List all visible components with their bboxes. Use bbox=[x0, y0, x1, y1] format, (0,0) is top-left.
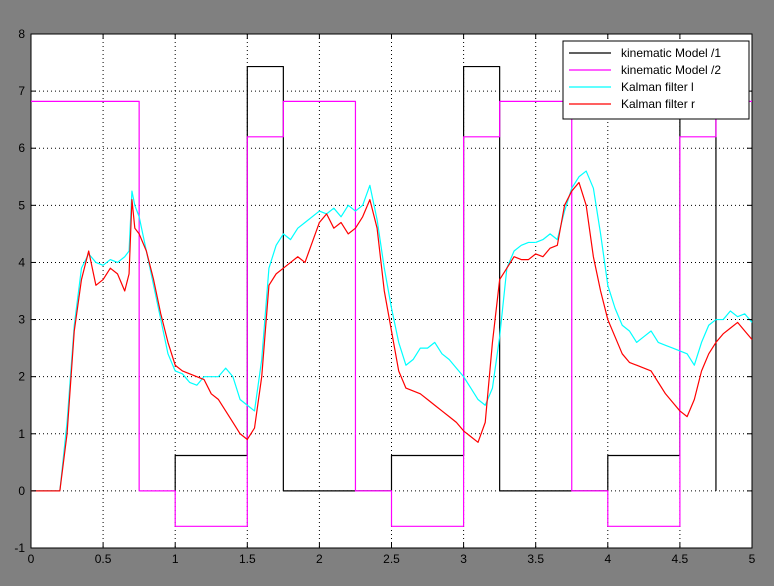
x-axis: 0 0.5 1 1.5 2 2.5 3 3.5 4 4.5 5 bbox=[28, 34, 756, 566]
legend-label: Kalman filter l bbox=[621, 80, 694, 94]
y-tick-label: 6 bbox=[18, 141, 25, 155]
y-tick-label: 2 bbox=[18, 370, 25, 384]
legend-box bbox=[562, 40, 750, 120]
x-tick-label: 3 bbox=[460, 552, 467, 566]
y-tick-label: -1 bbox=[14, 541, 25, 555]
x-tick-label: 4 bbox=[604, 552, 611, 566]
y-tick-label: 8 bbox=[18, 27, 25, 41]
x-tick-label: 0 bbox=[28, 552, 35, 566]
series-line-3 bbox=[31, 170, 753, 492]
x-tick-label: 1.5 bbox=[239, 552, 256, 566]
series-layer bbox=[31, 65, 753, 527]
series-line-2 bbox=[31, 100, 752, 527]
legend-label: kinematic Model /1 bbox=[621, 46, 721, 60]
series-line-4 bbox=[31, 181, 753, 492]
x-tick-label: 2.5 bbox=[383, 552, 400, 566]
y-tick-label: 7 bbox=[18, 84, 25, 98]
x-tick-label: 0.5 bbox=[95, 552, 112, 566]
y-tick-label: 3 bbox=[18, 313, 25, 327]
x-tick-label: 4.5 bbox=[672, 552, 689, 566]
y-tick-label: 1 bbox=[18, 427, 25, 441]
x-tick-label: 3.5 bbox=[527, 552, 544, 566]
x-tick-label: 2 bbox=[316, 552, 323, 566]
y-tick-label: 4 bbox=[18, 255, 25, 269]
y-axis: -1 0 1 2 3 4 5 6 7 8 bbox=[14, 27, 752, 555]
x-tick-label: 1 bbox=[172, 552, 179, 566]
legend: kinematic Model /1 kinematic Model /2 Kalm… bbox=[562, 40, 750, 120]
x-tick-label: 5 bbox=[749, 552, 756, 566]
legend-label: Kalman filter r bbox=[621, 97, 695, 111]
y-tick-label: 5 bbox=[18, 198, 25, 212]
legend-label: kinematic Model /2 bbox=[621, 63, 721, 77]
y-tick-label: 0 bbox=[18, 484, 25, 498]
